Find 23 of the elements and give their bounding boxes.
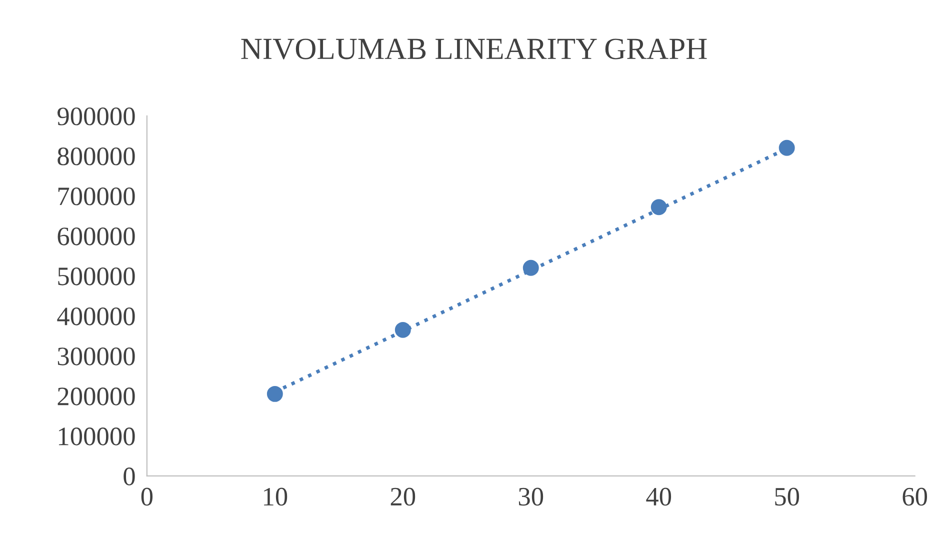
x-tick-label: 30 <box>518 488 544 506</box>
x-tick-label: 20 <box>390 488 416 506</box>
x-tick-label: 40 <box>646 488 672 506</box>
y-tick-label: 500000 <box>58 268 135 286</box>
point <box>778 140 795 156</box>
point <box>394 322 411 338</box>
y-tick-label: 800000 <box>58 148 135 166</box>
y-tick-label: 600000 <box>58 228 135 246</box>
point <box>522 260 539 276</box>
y-tick-label: 400000 <box>57 308 135 326</box>
y-tick-label: 900000 <box>58 107 135 126</box>
x-tick-label: 50 <box>775 488 800 506</box>
x-tick-label: 60 <box>902 488 928 506</box>
x-tick-label: 10 <box>264 488 288 506</box>
y-tick-label: 200000 <box>58 388 135 406</box>
y-tick-label: 0 <box>124 468 135 486</box>
point <box>266 386 283 402</box>
y-tick-label: 100000 <box>58 428 135 446</box>
x-tick-label: 0 <box>141 488 153 506</box>
point <box>650 199 667 216</box>
y-tick-label: 700000 <box>58 188 135 206</box>
y-tick-label: 300000 <box>58 348 135 366</box>
chart-title: NIVOLUMAB LINEARITY GRAPH <box>241 38 707 60</box>
